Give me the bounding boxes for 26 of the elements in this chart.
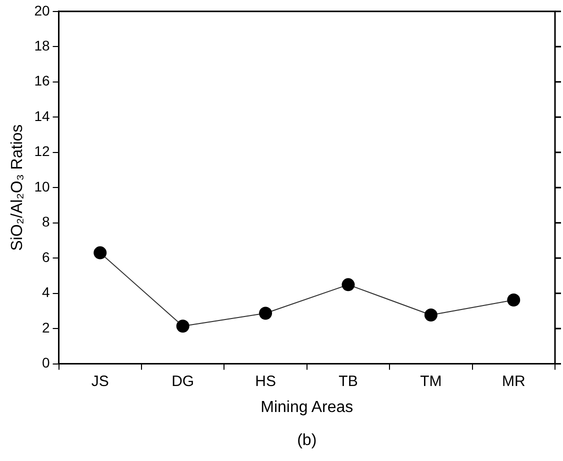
y-axis-title: SiO₂/Al₂O₃ Ratios <box>9 124 26 251</box>
x-tick-label: DG <box>172 372 194 390</box>
y-tick-label: 2 <box>42 319 50 336</box>
point <box>424 308 438 322</box>
y-tick-label: 16 <box>34 72 50 89</box>
text: (b) <box>297 432 317 449</box>
point <box>94 246 107 260</box>
y-tick-label: 6 <box>42 248 50 265</box>
point <box>259 306 272 320</box>
y-tick-label: 8 <box>42 214 50 230</box>
x-tick-label: TB <box>338 372 358 390</box>
y-tick-label: 18 <box>34 38 50 54</box>
y-tick-label: 14 <box>34 108 50 124</box>
point <box>342 278 355 292</box>
y-tick-label: 0 <box>42 354 50 371</box>
x-axis-title: Mining Areas <box>260 398 354 416</box>
y-tick-label: 12 <box>34 143 50 160</box>
x-tick-label: JS <box>91 372 109 390</box>
x-tick-label: TM <box>420 372 442 390</box>
x-tick-label: HS <box>255 372 276 390</box>
y-tick-label: 4 <box>42 284 50 300</box>
x-tick-label: MR <box>502 372 526 390</box>
y-tick-label: 20 <box>34 2 50 18</box>
point <box>176 320 190 333</box>
point <box>507 294 520 307</box>
y-tick-label: 10 <box>34 178 50 194</box>
